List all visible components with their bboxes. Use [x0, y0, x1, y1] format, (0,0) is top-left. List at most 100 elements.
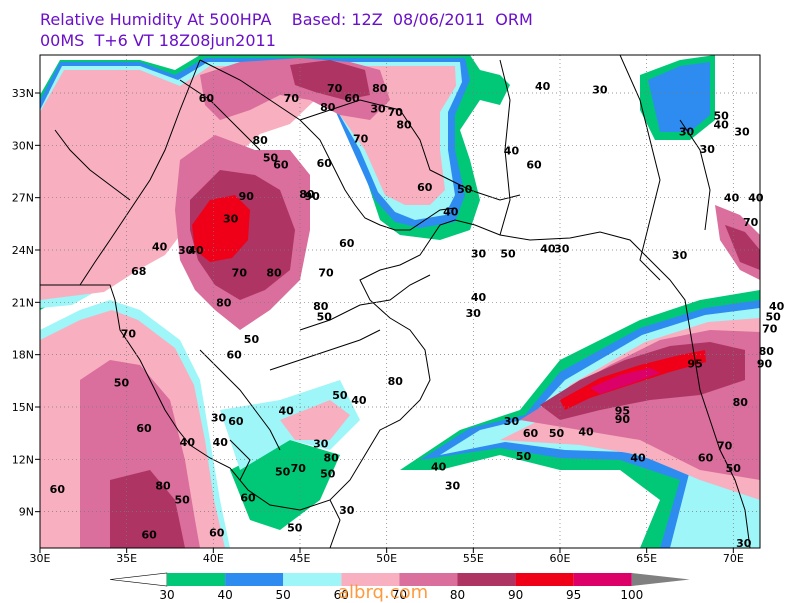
contour-label: 40: [748, 192, 764, 205]
tick-label-lon: 50E: [376, 552, 397, 565]
contour-label: 60: [228, 415, 244, 428]
contour-label: 60: [199, 92, 215, 105]
contour-label: 80: [372, 82, 388, 95]
contour-label: 30: [313, 438, 329, 451]
contour-label: 30: [471, 247, 487, 260]
contour-label: 50: [500, 247, 516, 260]
contour-label: 70: [318, 267, 334, 280]
contour-label: 70: [291, 462, 307, 475]
contour-label: 70: [717, 439, 733, 452]
tick-label-lat: 15N: [12, 401, 34, 414]
contour-label: 50: [275, 466, 291, 479]
contour-label: 70: [762, 322, 778, 335]
tick-label-lon: 65E: [636, 552, 657, 565]
colorbar-high-arrow: [631, 573, 690, 586]
contour-label: 30: [554, 242, 570, 255]
colorbar-label: 40: [217, 588, 232, 600]
chart-title: Relative Humidity At 500HPA Based: 12Z 0…: [40, 10, 533, 29]
rh-region-60: [40, 66, 456, 300]
contour-label: 70: [353, 132, 369, 145]
humidity-fields: [40, 55, 760, 548]
contour-label: 30: [672, 249, 688, 262]
contour-label: 50: [516, 450, 532, 463]
contour-label: 40: [724, 192, 740, 205]
colorbar-label: 70: [392, 588, 407, 600]
rh-region-80-north: [290, 60, 370, 100]
contour-label: 50: [332, 389, 348, 402]
chart-subtitle: 00MS T+6 VT 18Z08jun2011: [40, 31, 276, 50]
tick-label-lat: 27N: [12, 192, 34, 205]
colorbar-label: 60: [334, 588, 349, 600]
colorbar-swatch: [283, 573, 342, 586]
contour-label: 40: [278, 404, 294, 417]
contour-label: 40: [443, 206, 459, 219]
tick-label-lat: 24N: [12, 244, 34, 257]
contour-label: 90: [239, 190, 255, 203]
tick-label-lat: 30N: [12, 139, 34, 152]
contour-label: 70: [388, 106, 404, 119]
rh-region-90: [192, 195, 250, 262]
contour-label: 80: [324, 452, 340, 465]
tick-label-lon: 40E: [203, 552, 224, 565]
contour-label: 90: [757, 357, 773, 370]
contour-label: 40: [213, 436, 229, 449]
contour-label: 40: [471, 291, 487, 304]
contour-label: 30: [178, 244, 194, 257]
contour-label: 40: [714, 118, 730, 131]
colorbar-swatch: [573, 573, 632, 586]
contour-label: 60: [50, 483, 66, 496]
colorbar: 30 40 50 60 70 80 90 95 100: [109, 572, 690, 600]
tick-label-lat: 12N: [12, 453, 34, 466]
tick-label-lat: 33N: [12, 87, 34, 100]
contour-label: 80: [733, 396, 749, 409]
contour-label: 30: [339, 504, 355, 517]
contour-label: 90: [615, 413, 631, 426]
colorbar-label: 95: [566, 588, 581, 600]
coastlines: [40, 55, 751, 548]
contour-label: 50: [320, 467, 336, 480]
contour-label: 40: [540, 242, 556, 255]
contour-label: 30: [445, 479, 461, 492]
tick-label-lon: 60E: [550, 552, 571, 565]
contour-label: 60: [317, 157, 333, 170]
rh-region-40-ne: [648, 62, 710, 132]
contour-label: 30: [736, 537, 752, 550]
contour-label: 30: [679, 125, 695, 138]
contour-label: 30: [592, 84, 608, 97]
contour-label: 40: [152, 241, 168, 254]
contour-label: 95: [615, 404, 630, 417]
contour-label: 70: [284, 92, 300, 105]
contour-label: 70: [232, 267, 248, 280]
colorbar-swatch: [515, 573, 574, 586]
contour-label: 60: [344, 92, 360, 105]
contour-label: 80: [216, 296, 232, 309]
contour-label: 70: [121, 328, 137, 341]
tick-label-lon: 45E: [290, 552, 311, 565]
contour-label: 30: [211, 411, 227, 424]
axis-ticks: 30E35E40E45E50E55E60E65E70E75E33N30N27N2…: [12, 87, 744, 565]
contour-label: 30: [370, 103, 386, 116]
colorbar-label: 80: [450, 588, 465, 600]
contour-label: 30: [223, 213, 239, 226]
watermark: albrq.com: [338, 582, 429, 603]
tick-label-lat: 21N: [12, 296, 34, 309]
contour-label: 60: [523, 427, 539, 440]
contour-label: 50: [244, 333, 260, 346]
contour-label: 80: [155, 479, 171, 492]
colorbar-swatch: [457, 573, 516, 586]
rh-region-80-ne: [725, 225, 760, 270]
contour-label: 50: [457, 183, 473, 196]
plot-frame: [39, 54, 761, 549]
contour-label: 50: [114, 377, 130, 390]
contour-label: 80: [266, 267, 282, 280]
contour-label: 50: [317, 310, 333, 323]
tick-label-lat: 9N: [19, 506, 34, 519]
tick-label-lat: 18N: [12, 349, 34, 362]
contour-label: 40: [351, 394, 367, 407]
contour-label: 60: [526, 159, 542, 172]
contour-label: 30: [504, 415, 520, 428]
contour-label: 60: [209, 527, 225, 540]
contour-label: 40: [180, 436, 196, 449]
